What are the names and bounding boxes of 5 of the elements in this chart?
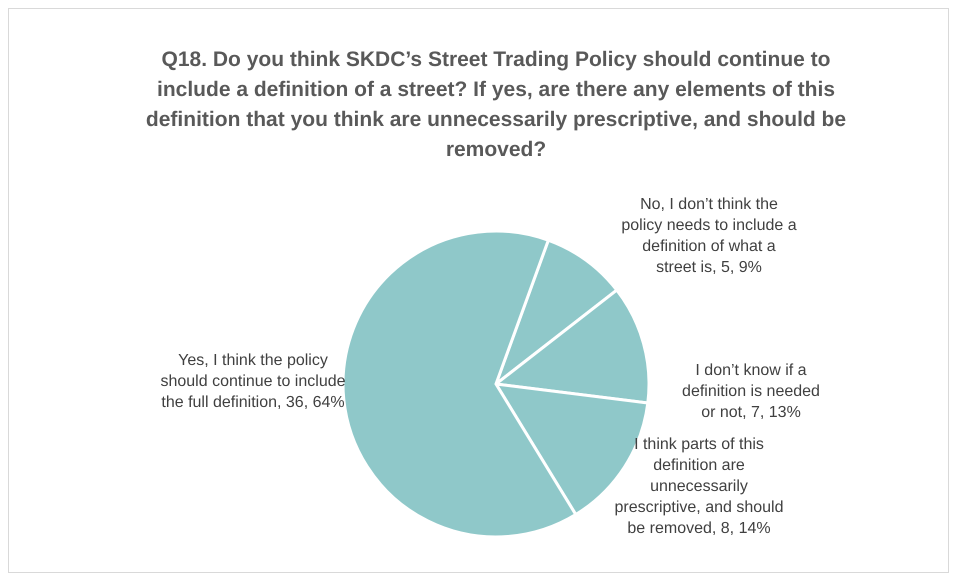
- slice-label: No, I don’t think the policy needs to include a definition of what a street is, 5, 9%: [621, 196, 797, 276]
- slice-label: I don’t know if a definition is needed or not, 7, 13%: [682, 362, 820, 421]
- slice-label: I think parts of this definition are unnecessarily prescriptive, and should be removed, 8, 14%: [614, 436, 784, 537]
- chart-title: Q18. Do you think SKDC’s Street Trading Policy should continue to include a definition of a street? If yes, are there any elements of this definition that you think are unnecessarily prescriptive, and should be removed?: [144, 47, 848, 163]
- slice-label: Yes, I think the policy should continue to include the full definition, 36, 64%: [160, 352, 346, 411]
